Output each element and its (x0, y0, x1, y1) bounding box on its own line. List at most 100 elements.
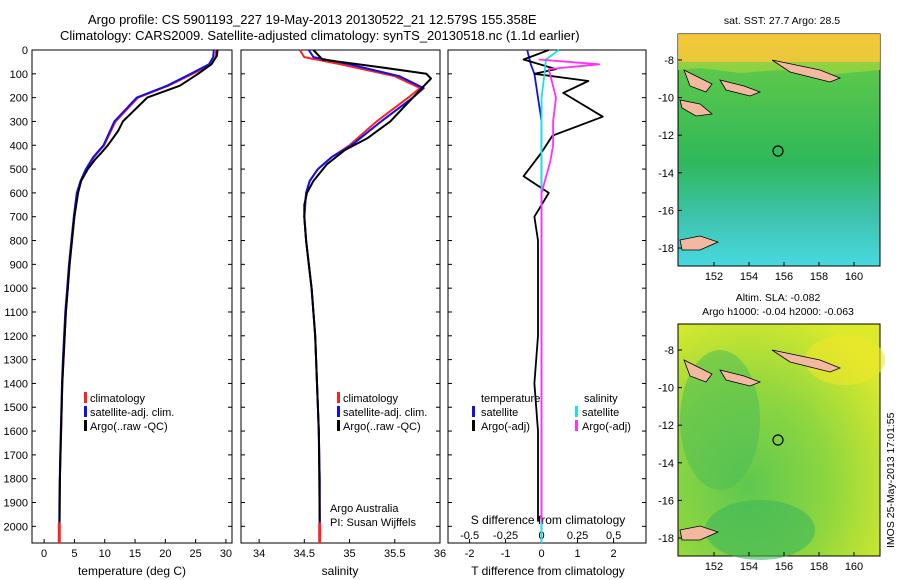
legend-header-salinity: salinity (584, 393, 618, 405)
legend-label: satellite (481, 407, 518, 419)
argo-location-marker (772, 434, 784, 446)
depth-tick-label: 200 (10, 93, 28, 105)
map-y-tick-label: -18 (658, 533, 674, 545)
x-tick-label: 10 (99, 548, 111, 560)
depth-tick-label: 0 (22, 45, 28, 57)
series-line-climatology (58, 49, 218, 544)
sst-transition (678, 62, 880, 75)
legend-label: satellite (582, 407, 619, 419)
depth-tick-label: 2000 (4, 521, 28, 533)
legend-swatch-s-argo (575, 420, 578, 431)
depth-tick-label: 1500 (4, 402, 28, 414)
series-line-satellite (58, 49, 215, 544)
map-y-tick-label: -8 (664, 55, 674, 67)
salinity-x-ticks: 34 34.5 35 35.5 36 (253, 539, 446, 560)
depth-tick-label: 1800 (4, 474, 28, 486)
difference-legend: temperature salinity satellite Argo(-adj… (472, 393, 631, 433)
legend-label: satellite-adj. clim. (90, 407, 174, 419)
sst-map: -8 -10 -12 -14 -16 -18 152 154 156 158 160 (658, 33, 881, 283)
map-x-tick-label: 156 (775, 271, 793, 283)
x-tick-label: 36 (434, 548, 446, 560)
map-y-tick-label: -10 (658, 93, 674, 105)
map-x-tick-label: 158 (810, 271, 828, 283)
depth-axis-labels: 0 100 200 300 400 500 600 700 800 900 1000 1100 1200… (4, 45, 646, 533)
x-tick-label: 20 (159, 548, 171, 560)
legend-label: Argo(..raw -QC) (90, 421, 168, 433)
depth-tick-label: 700 (10, 212, 28, 224)
salinity-annotation-line2: PI: Susan Wijffels (330, 517, 416, 529)
map-x-tick-label: 160 (845, 561, 863, 573)
legend-swatch-s-satellite (575, 406, 578, 417)
depth-tick-label: 500 (10, 164, 28, 176)
temperature-plot-frame (31, 49, 233, 544)
island-icon (771, 59, 842, 83)
legend-label: Argo(..raw -QC) (343, 421, 421, 433)
temperature-legend: climatology satellite-adj. clim. Argo(..… (84, 392, 174, 433)
sla-high-region (805, 335, 885, 385)
map-y-tick-label: -12 (658, 420, 674, 432)
sst-warm-band (678, 34, 880, 62)
x-tick-label: -1 (501, 548, 511, 560)
depth-tick-label: 1000 (4, 283, 28, 295)
sst-map-y-ticks: -8 -10 -12 -14 -16 -18 (658, 55, 682, 255)
series-line-argo (303, 49, 432, 522)
series-line-s-satellite (540, 49, 560, 543)
depth-tick-label: 800 (10, 236, 28, 248)
salinity-plot-frame (240, 49, 441, 544)
legend-label: satellite-adj. clim. (343, 407, 427, 419)
x-tick-label: 34 (253, 548, 265, 560)
depth-tick-label: 1300 (4, 355, 28, 367)
map-y-tick-label: -12 (658, 130, 674, 142)
series-line-satellite (303, 49, 425, 543)
x-tick-label: 2 (611, 548, 617, 560)
legend-label: climatology (90, 393, 146, 405)
map-y-tick-label: -18 (658, 243, 674, 255)
x-tick-label: 35.5 (384, 548, 405, 560)
legend-swatch-argo (337, 420, 340, 431)
legend-swatch-climatology (337, 392, 340, 403)
map-x-tick-label: 160 (845, 271, 863, 283)
sla-map-y-ticks: -8 -10 -12 -14 -16 -18 (658, 345, 682, 545)
top-x-tick-label: -0.5 (460, 530, 479, 542)
island-icon (719, 79, 762, 97)
map-y-tick-label: -16 (658, 205, 674, 217)
depth-tick-label: 100 (10, 69, 28, 81)
top-x-tick-label: -0.25 (493, 530, 518, 542)
depth-tick-label: 1100 (4, 307, 28, 319)
island-icon (683, 69, 713, 93)
argo-location-marker (772, 145, 784, 157)
sst-map-title: sat. SST: 27.7 Argo: 28.5 (724, 15, 840, 27)
map-x-tick-label: 152 (705, 271, 723, 283)
x-tick-label: 5 (71, 548, 77, 560)
salinity-annotation-line1: Argo Australia (330, 503, 399, 515)
legend-swatch-t-satellite (472, 406, 475, 417)
x-tick-label: 1 (575, 548, 581, 560)
sst-map-x-ticks: 152 154 156 158 160 (705, 262, 863, 283)
difference-x-ticks: -2 -1 0 1 2 (465, 539, 617, 560)
island-icon (679, 99, 713, 117)
legend-swatch-argo (84, 420, 87, 431)
salinity-x-label: salinity (322, 564, 359, 578)
depth-tick-label: 1600 (4, 426, 28, 438)
difference-top-x-label: S difference from climatology (471, 513, 626, 527)
depth-tick-label: 1400 (4, 378, 28, 390)
series-line-t-satellite (526, 49, 543, 543)
footer-timestamp: IMOS 25-May-2013 17:01:55 (885, 412, 897, 548)
legend-label: climatology (343, 393, 399, 405)
top-x-tick-label: 0.25 (567, 530, 588, 542)
x-tick-label: 25 (190, 548, 202, 560)
legend-header-temperature: temperature (481, 393, 540, 405)
temperature-series (57, 49, 219, 544)
legend-label: Argo(-adj) (582, 421, 631, 433)
depth-tick-label: 900 (10, 259, 28, 271)
map-y-tick-label: -16 (658, 495, 674, 507)
depth-tick-label: 300 (10, 116, 28, 128)
sla-low-region (705, 500, 815, 560)
figure-title-line1: Argo profile: CS 5901193_227 19-May-2013… (88, 12, 537, 27)
sla-map-title-line1: Altim. SLA: -0.082 (736, 292, 821, 304)
depth-tick-label: 1700 (4, 450, 28, 462)
x-tick-label: 35 (343, 548, 355, 560)
temperature-x-label: temperature (deg C) (78, 564, 186, 578)
island-icon (719, 369, 762, 387)
